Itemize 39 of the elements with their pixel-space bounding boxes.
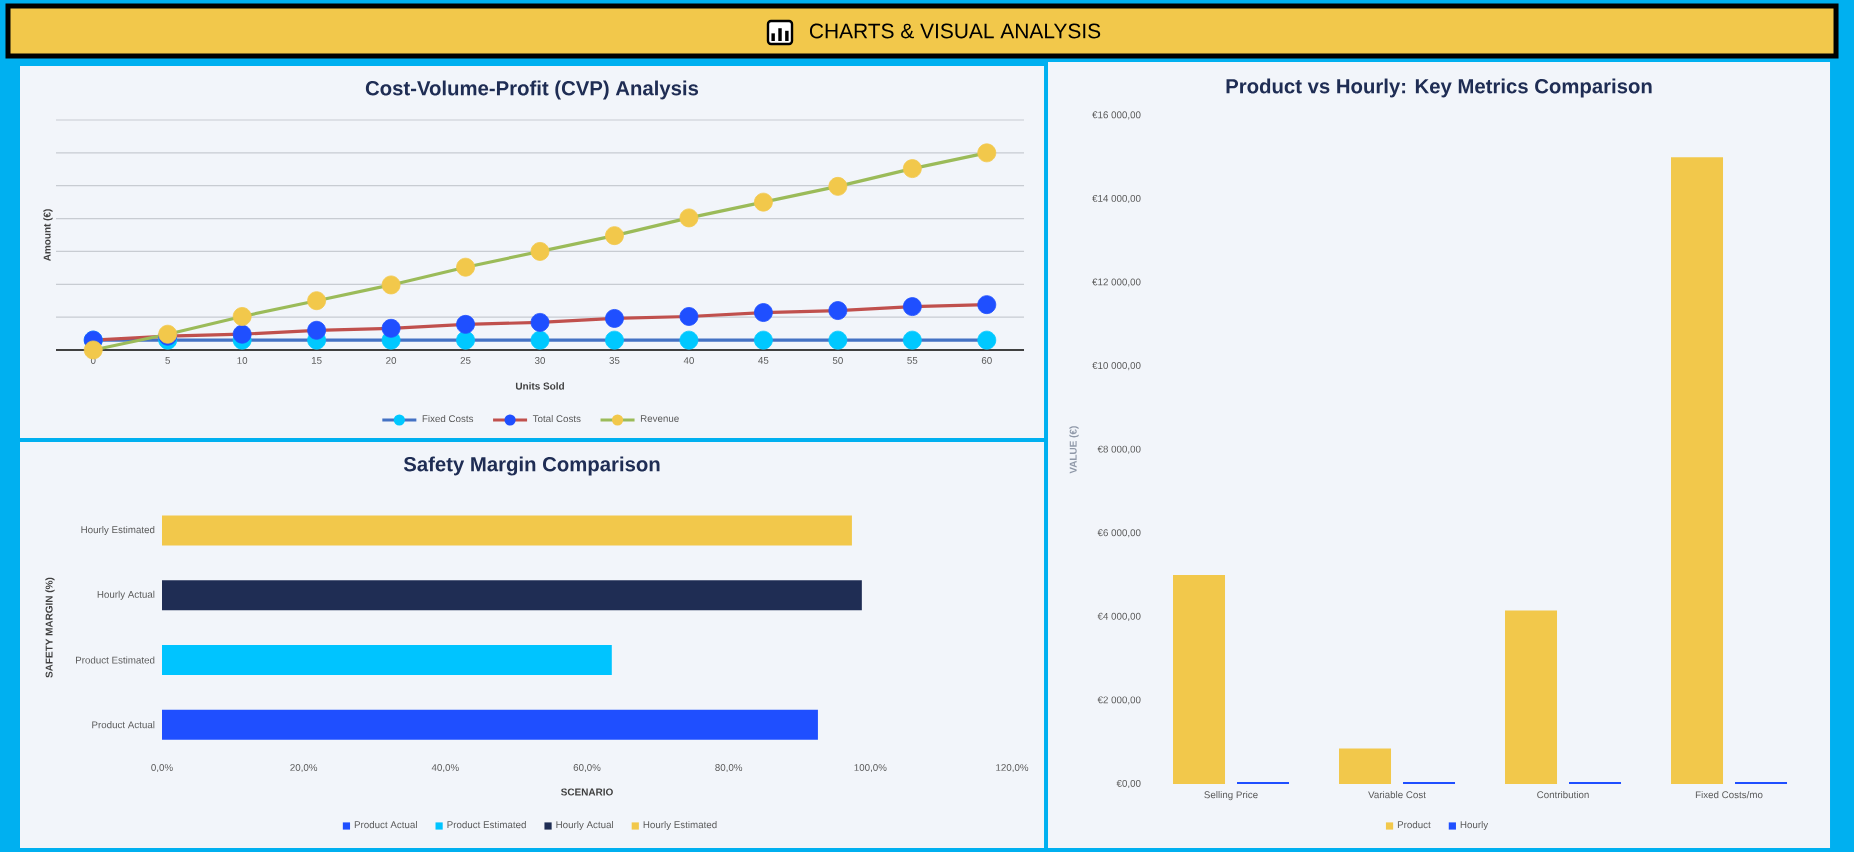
point bbox=[307, 320, 327, 340]
point bbox=[828, 176, 848, 196]
point bbox=[232, 324, 252, 344]
point bbox=[530, 330, 550, 350]
point bbox=[605, 330, 624, 350]
point bbox=[530, 242, 550, 261]
chart-title: Cost-Volume-Profit (CVP) Analysis bbox=[365, 80, 699, 100]
bar bbox=[1671, 157, 1724, 784]
point bbox=[605, 309, 624, 328]
point bbox=[902, 330, 922, 350]
bar bbox=[1173, 575, 1226, 784]
point bbox=[530, 312, 550, 332]
point bbox=[381, 275, 401, 295]
point bbox=[381, 318, 401, 338]
chart-title: Safety Margin Comparison bbox=[403, 456, 660, 476]
bar bbox=[1339, 748, 1392, 784]
point bbox=[828, 301, 848, 320]
point bbox=[679, 307, 699, 326]
point bbox=[679, 208, 699, 228]
point bbox=[977, 330, 997, 350]
point bbox=[679, 330, 699, 350]
point bbox=[902, 159, 922, 179]
point bbox=[977, 295, 997, 315]
point bbox=[307, 291, 327, 311]
point bbox=[828, 330, 848, 350]
point bbox=[456, 314, 475, 334]
point bbox=[232, 307, 252, 326]
point bbox=[753, 303, 773, 322]
point bbox=[753, 330, 773, 350]
text: CHARTS & VISUAL ANALYSIS bbox=[809, 23, 1101, 39]
bar bbox=[1505, 610, 1558, 784]
point bbox=[902, 297, 922, 317]
point bbox=[456, 330, 475, 350]
point bbox=[605, 226, 624, 246]
point bbox=[977, 143, 997, 163]
chart-title: Product vs Hourly: Key Metrics Comparison bbox=[1226, 78, 1652, 98]
point bbox=[753, 192, 773, 212]
point bbox=[456, 257, 475, 277]
point bbox=[83, 340, 103, 360]
